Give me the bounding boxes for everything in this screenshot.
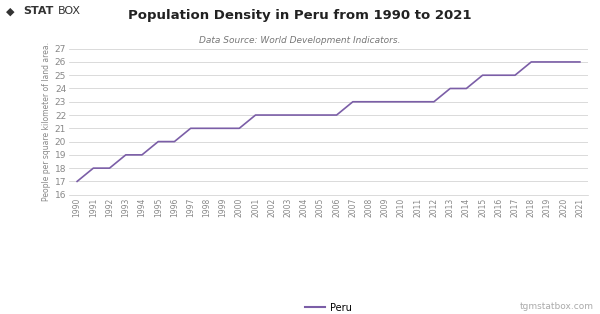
Y-axis label: People per square kilometer of land area.: People per square kilometer of land area… xyxy=(41,42,50,201)
Legend: Peru: Peru xyxy=(302,299,355,314)
Text: STAT: STAT xyxy=(23,6,53,16)
Text: BOX: BOX xyxy=(58,6,80,16)
Text: ◆: ◆ xyxy=(6,6,14,16)
Text: Data Source: World Development Indicators.: Data Source: World Development Indicator… xyxy=(199,36,401,45)
Text: Population Density in Peru from 1990 to 2021: Population Density in Peru from 1990 to … xyxy=(128,9,472,22)
Text: tgmstatbox.com: tgmstatbox.com xyxy=(520,302,594,311)
